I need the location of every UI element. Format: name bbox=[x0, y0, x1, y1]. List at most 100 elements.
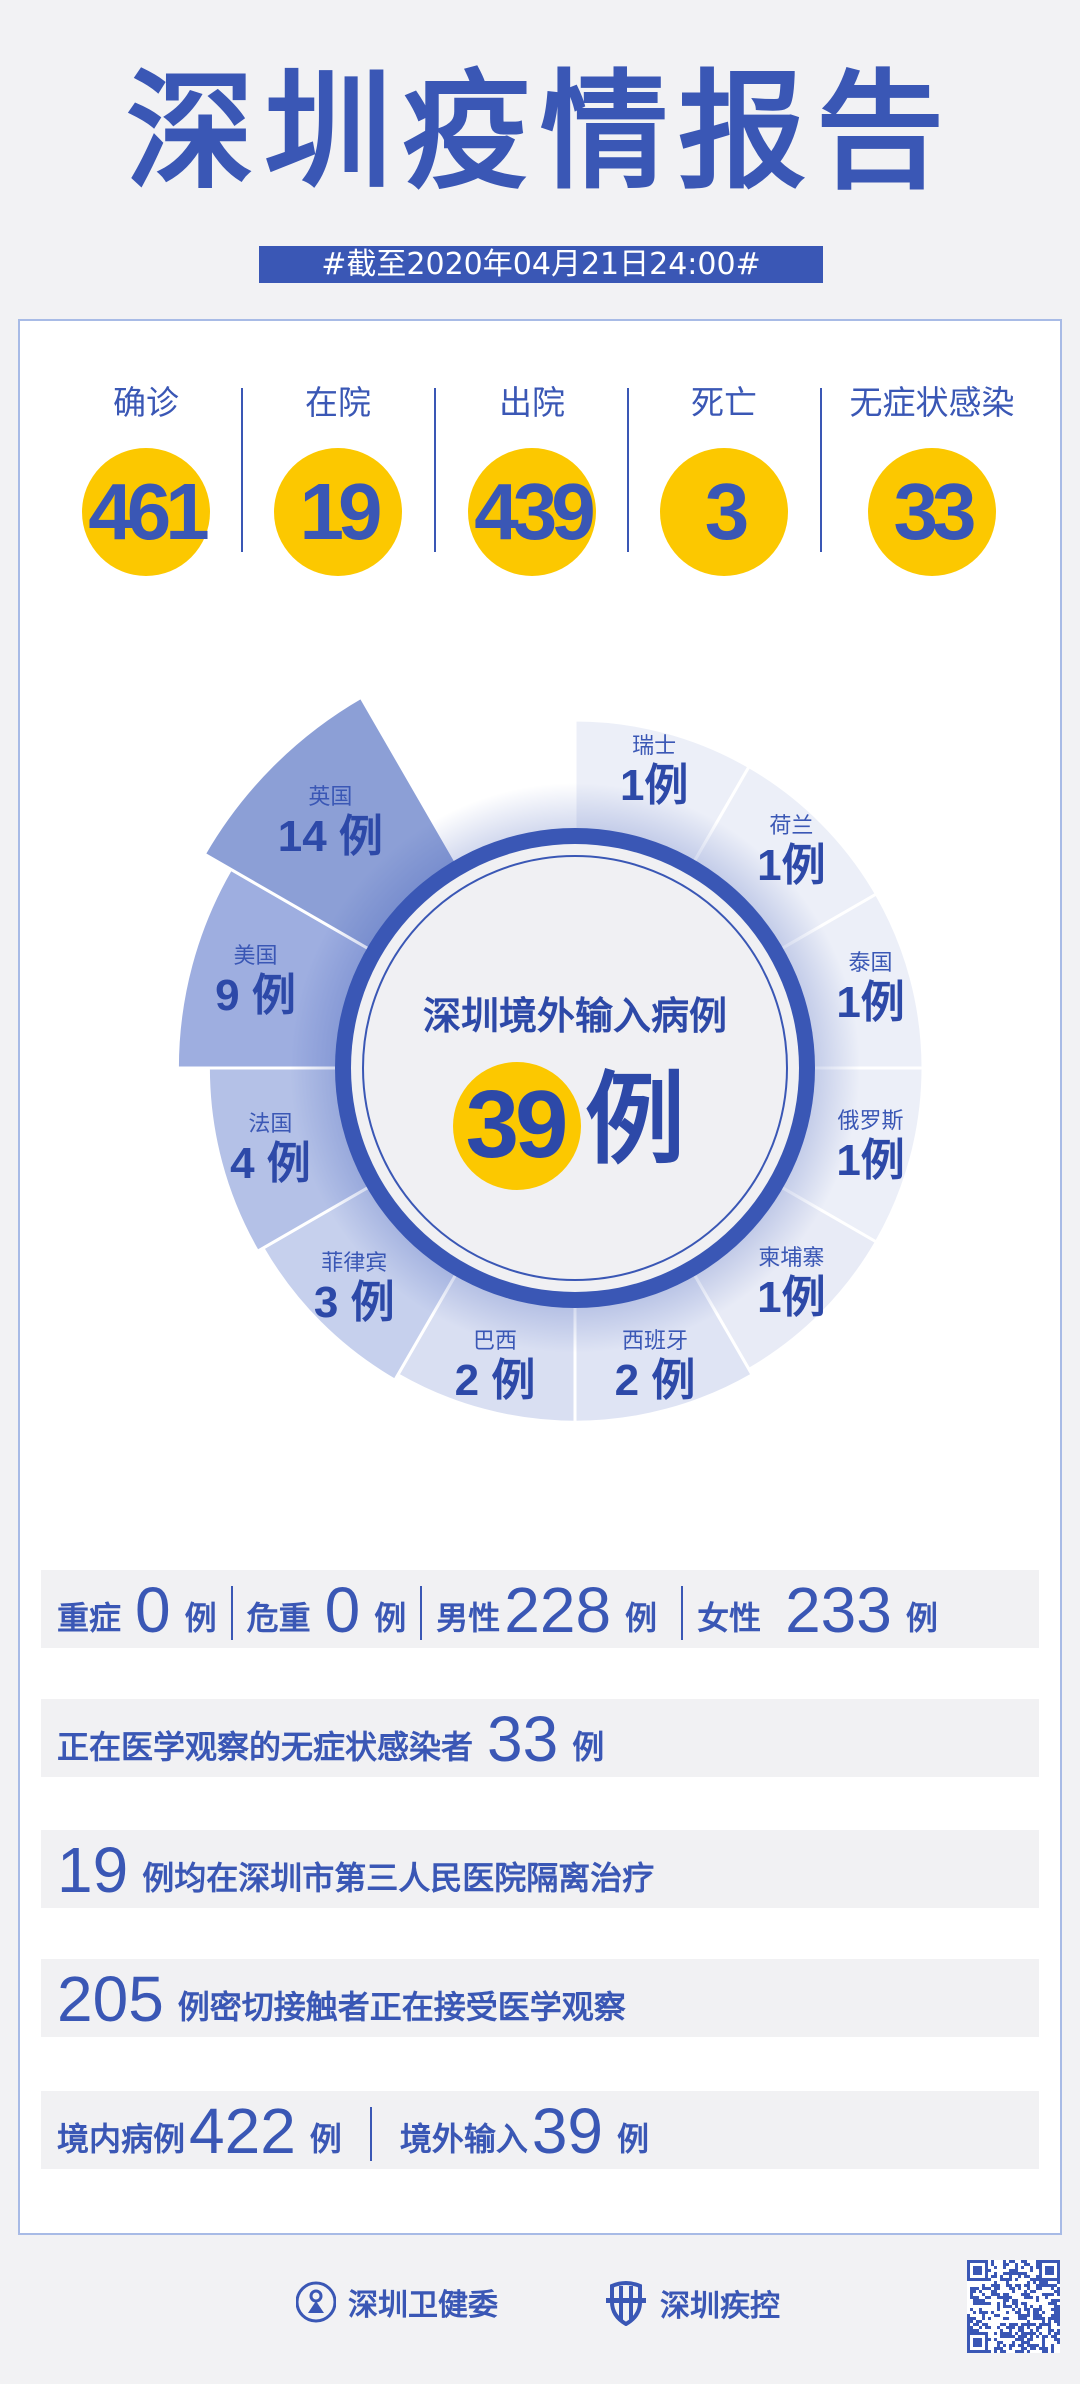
isolation-text: 例均在深圳市第三人民医院隔离治疗 bbox=[142, 1859, 655, 1897]
detail-row-close-contacts: 205 例密切接触者正在接受医学观察 bbox=[41, 1959, 1039, 2037]
divider bbox=[230, 1586, 233, 1640]
pie-label: 柬埔寨 1例 bbox=[757, 1245, 825, 1323]
pie-label: 美国 9 例 bbox=[215, 943, 296, 1021]
stat-value: 3 bbox=[660, 448, 788, 576]
imported-cases-chart bbox=[177, 697, 923, 1423]
center-inner-line bbox=[362, 855, 788, 1281]
asymptomatic-value: 33 bbox=[487, 1703, 559, 1775]
stat-label: 确诊 bbox=[113, 383, 179, 422]
pie-label: 瑞士 1例 bbox=[620, 733, 688, 811]
severe-value: 0 bbox=[135, 1574, 171, 1646]
detail-row-local-imported: 境内病例 422 例 境外输入 39 例 bbox=[41, 2091, 1039, 2169]
local-value: 422 bbox=[189, 2095, 296, 2167]
qr-code[interactable] bbox=[967, 2259, 1060, 2354]
unit: 例 bbox=[184, 1599, 217, 1637]
pie-label-value: 2 例 bbox=[454, 1355, 536, 1405]
center-disk bbox=[351, 844, 799, 1292]
pie-label-country: 俄罗斯 bbox=[837, 1109, 904, 1135]
detail-row-severity-gender: 重症 0 例 危重 0 例 男性 228 例 女性 233 例 bbox=[41, 1570, 1039, 1648]
divider bbox=[434, 388, 436, 552]
pie-label-value: 14 例 bbox=[277, 812, 383, 862]
isolation-value: 19 bbox=[57, 1834, 129, 1906]
pie-label-country: 荷兰 bbox=[769, 813, 814, 839]
footer-org1-name: 深圳卫健委 bbox=[348, 2288, 498, 2323]
chart-total-unit: 例 bbox=[585, 1061, 685, 1178]
date-banner: #截至2020年04月21日24:00# bbox=[259, 246, 823, 283]
unit: 例 bbox=[905, 1599, 938, 1637]
pie-label: 巴西 2 例 bbox=[455, 1328, 536, 1406]
pie-label-country: 巴西 bbox=[472, 1328, 517, 1354]
pie-label: 西班牙 2 例 bbox=[615, 1328, 696, 1406]
stat-value: 439 bbox=[468, 448, 596, 576]
stat-value: 19 bbox=[274, 448, 402, 576]
pie-label-country: 泰国 bbox=[848, 950, 893, 976]
stat-label: 死亡 bbox=[691, 383, 757, 422]
stat-confirmed: 确诊 461 bbox=[51, 380, 241, 576]
pie-label: 法国 4 例 bbox=[230, 1111, 311, 1189]
imported-label: 境外输入 bbox=[399, 2120, 528, 2158]
stat-value: 33 bbox=[868, 448, 996, 576]
health-commission-emblem-icon bbox=[296, 2281, 336, 2323]
page-title: 深圳疫情报告 bbox=[125, 58, 954, 207]
stat-discharged: 出院 439 bbox=[437, 380, 627, 576]
divider bbox=[241, 388, 243, 552]
unit: 例 bbox=[309, 2120, 342, 2158]
pie-label-value: 3 例 bbox=[313, 1277, 395, 1327]
stat-value: 461 bbox=[82, 448, 210, 576]
stat-asymptomatic: 无症状感染 33 bbox=[837, 380, 1027, 576]
pie-label-country: 英国 bbox=[308, 785, 353, 811]
pie-label-value: 1例 bbox=[757, 1273, 826, 1323]
severe-label: 重症 bbox=[57, 1599, 122, 1637]
pie-label: 英国 14 例 bbox=[278, 784, 383, 862]
chart-title: 深圳境外输入病例 bbox=[422, 994, 727, 1038]
cdc-shield-icon bbox=[606, 2281, 646, 2326]
divider bbox=[820, 388, 822, 552]
stat-hospitalized: 在院 19 bbox=[243, 380, 433, 576]
divider bbox=[627, 388, 629, 552]
unit: 例 bbox=[374, 1599, 407, 1637]
unit: 例 bbox=[572, 1728, 605, 1766]
detail-row-isolation: 19 例均在深圳市第三人民医院隔离治疗 bbox=[41, 1830, 1039, 1908]
stat-label: 在院 bbox=[305, 383, 371, 422]
pie-label-country: 法国 bbox=[248, 1111, 293, 1137]
unit: 例 bbox=[625, 1599, 658, 1637]
stat-label: 出院 bbox=[499, 383, 565, 422]
divider bbox=[369, 2107, 372, 2161]
imported-value: 39 bbox=[531, 2095, 604, 2167]
pie-label-value: 1例 bbox=[619, 761, 689, 811]
critical-label: 危重 bbox=[246, 1599, 311, 1637]
contacts-text: 例密切接触者正在接受医学观察 bbox=[177, 1988, 626, 2026]
male-label: 男性 bbox=[436, 1599, 501, 1637]
divider bbox=[681, 1586, 684, 1640]
asymptomatic-label: 正在医学观察的无症状感染者 bbox=[57, 1728, 474, 1766]
total-highlight-circle bbox=[453, 1062, 581, 1190]
pie-label-country: 菲律宾 bbox=[321, 1250, 388, 1276]
pie-label-value: 2 例 bbox=[614, 1355, 696, 1405]
pie-label-country: 瑞士 bbox=[632, 734, 677, 760]
pie-label-value: 1例 bbox=[836, 1136, 905, 1186]
pie-label: 泰国 1例 bbox=[836, 950, 904, 1028]
stat-label: 无症状感染 bbox=[849, 383, 1015, 422]
pie-label-country: 美国 bbox=[233, 944, 278, 970]
pie-label-value: 1例 bbox=[836, 977, 905, 1027]
detail-row-asymptomatic: 正在医学观察的无症状感染者 33 例 bbox=[41, 1699, 1039, 1777]
pie-label: 荷兰 1例 bbox=[757, 813, 825, 891]
stat-deaths: 死亡 3 bbox=[629, 380, 819, 576]
unit: 例 bbox=[617, 2120, 650, 2158]
footer-org2-name: 深圳疾控 bbox=[660, 2289, 780, 2324]
pie-label-country: 西班牙 bbox=[621, 1328, 689, 1354]
footer-logo-cdc: 深圳疾控 bbox=[604, 2280, 780, 2326]
pie-label-value: 1例 bbox=[757, 840, 826, 890]
contacts-value: 205 bbox=[57, 1963, 164, 2035]
pie-label-value: 9 例 bbox=[215, 971, 296, 1021]
pie-label-country: 柬埔寨 bbox=[758, 1246, 825, 1272]
chart-total: 39 bbox=[465, 1071, 569, 1178]
female-value: 233 bbox=[785, 1574, 892, 1646]
footer-logo-health-commission: 深圳卫健委 bbox=[296, 2280, 498, 2324]
divider bbox=[420, 1586, 423, 1640]
report-card bbox=[18, 319, 1062, 2235]
male-value: 228 bbox=[504, 1574, 612, 1646]
pie-label: 俄罗斯 1例 bbox=[836, 1108, 904, 1186]
critical-value: 0 bbox=[324, 1574, 361, 1646]
pie-label: 菲律宾 3 例 bbox=[314, 1250, 395, 1328]
